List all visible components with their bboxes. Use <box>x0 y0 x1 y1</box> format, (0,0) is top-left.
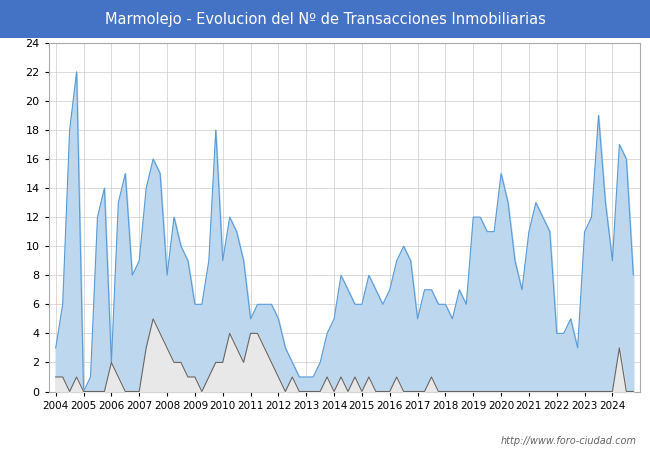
Text: http://www.foro-ciudad.com: http://www.foro-ciudad.com <box>501 436 637 446</box>
Text: Marmolejo - Evolucion del Nº de Transacciones Inmobiliarias: Marmolejo - Evolucion del Nº de Transacc… <box>105 12 545 27</box>
